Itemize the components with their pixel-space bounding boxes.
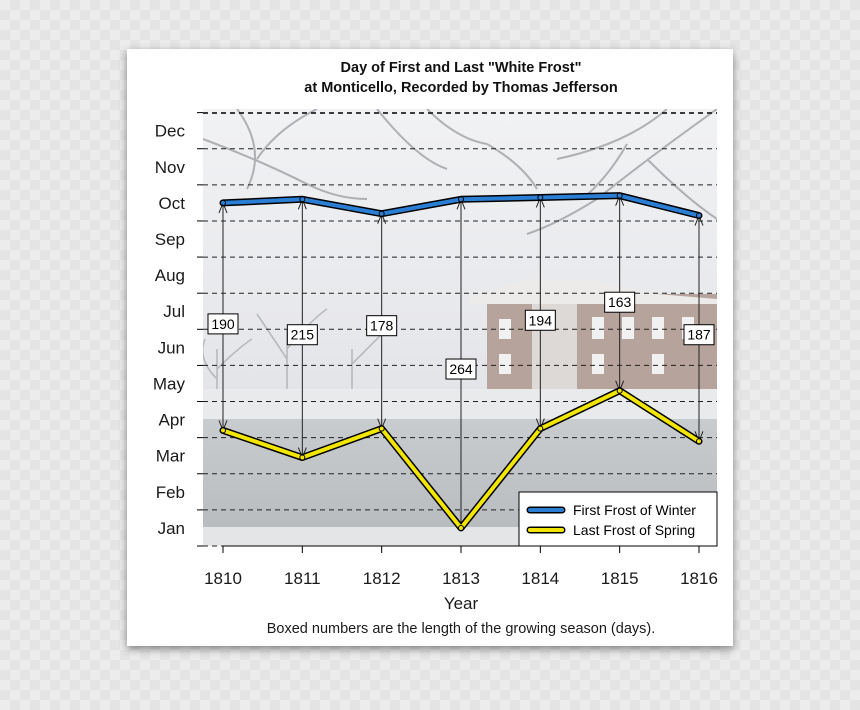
last-frost-point-1814 <box>537 425 544 432</box>
season-label-box <box>445 358 477 380</box>
x-axis-title: Year <box>444 594 479 613</box>
last-frost-point-1816 <box>696 438 702 445</box>
season-label-value: 178 <box>370 318 394 334</box>
season-label-value: 190 <box>211 316 235 332</box>
season-label-1814: 194 <box>524 309 556 331</box>
season-label-box <box>683 324 715 346</box>
season-label-1815: 163 <box>604 291 636 313</box>
y-tick-label-apr: Apr <box>159 411 186 430</box>
season-label-box <box>207 313 239 335</box>
x-tick-label-1816: 1816 <box>680 569 718 588</box>
season-label-value: 163 <box>608 294 632 310</box>
y-tick-label-may: May <box>153 374 186 393</box>
growing-season-labels: 190 215 178 264 194 163 187 <box>207 291 715 380</box>
last-frost-point-1813 <box>458 524 464 531</box>
season-label-box <box>604 291 636 313</box>
legend-label-first-frost: First Frost of Winter <box>573 502 696 518</box>
chart-subtitle: at Monticello, Recorded by Thomas Jeffer… <box>304 80 617 96</box>
last-frost-point-1815 <box>616 387 623 394</box>
y-tick-label-feb: Feb <box>156 483 185 502</box>
x-tick-label-1812: 1812 <box>363 569 401 588</box>
legend: First Frost of Winter Last Frost of Spri… <box>518 491 718 547</box>
x-tick-label-1811: 1811 <box>284 569 321 588</box>
season-label-1811: 215 <box>286 324 318 346</box>
x-tick-label-1815: 1815 <box>601 569 639 588</box>
x-axis: 1810 1811 1812 1813 1814 1815 1816 <box>204 545 718 588</box>
y-tick-label-jul: Jul <box>163 302 185 321</box>
first-frost-point-1816 <box>696 212 702 219</box>
chart-title: Day of First and Last "White Frost" <box>341 60 582 76</box>
last-frost-point-1811 <box>299 454 306 461</box>
last-frost-point-1810 <box>220 427 226 434</box>
x-tick-label-1813: 1813 <box>442 569 480 588</box>
season-label-1816: 187 <box>683 324 715 346</box>
season-label-value: 215 <box>291 327 315 343</box>
season-label-box <box>524 309 556 331</box>
season-label-1812: 178 <box>366 315 398 337</box>
y-tick-label-oct: Oct <box>159 194 186 213</box>
chart-card: Day of First and Last "White Frost" at M… <box>127 49 733 646</box>
caption: Boxed numbers are the length of the grow… <box>267 621 656 637</box>
legend-box <box>518 491 718 547</box>
season-label-box <box>286 324 318 346</box>
y-tick-label-mar: Mar <box>156 447 186 466</box>
season-label-1813: 264 <box>445 358 477 380</box>
y-tick-label-aug: Aug <box>155 266 185 285</box>
first-frost-point-1815 <box>616 192 623 199</box>
season-label-value: 194 <box>529 312 553 328</box>
x-tick-label-1814: 1814 <box>521 569 559 588</box>
x-tick-label-1810: 1810 <box>204 569 242 588</box>
first-frost-point-1810 <box>220 199 226 206</box>
season-label-value: 187 <box>687 327 711 343</box>
frost-series <box>219 192 703 532</box>
legend-label-last-frost: Last Frost of Spring <box>573 522 695 538</box>
season-label-1810: 190 <box>207 313 239 335</box>
season-label-value: 264 <box>449 361 473 377</box>
y-axis: Jan Feb Mar Apr May Jun Jul Aug Sep Oct Nov Dec <box>153 112 203 547</box>
first-frost-point-1812 <box>378 210 385 217</box>
y-tick-label-jun: Jun <box>158 338 185 357</box>
y-tick-label-sep: Sep <box>155 230 185 249</box>
season-label-box <box>366 315 398 337</box>
y-tick-label-dec: Dec <box>155 122 186 141</box>
background-photo <box>203 109 717 546</box>
first-frost-point-1814 <box>537 194 544 201</box>
y-tick-label-jan: Jan <box>158 519 185 538</box>
chart: Day of First and Last "White Frost" at M… <box>153 60 718 637</box>
last-frost-point-1812 <box>378 425 385 432</box>
first-frost-point-1813 <box>458 196 464 203</box>
y-tick-label-nov: Nov <box>155 158 186 177</box>
first-frost-point-1811 <box>299 196 306 203</box>
